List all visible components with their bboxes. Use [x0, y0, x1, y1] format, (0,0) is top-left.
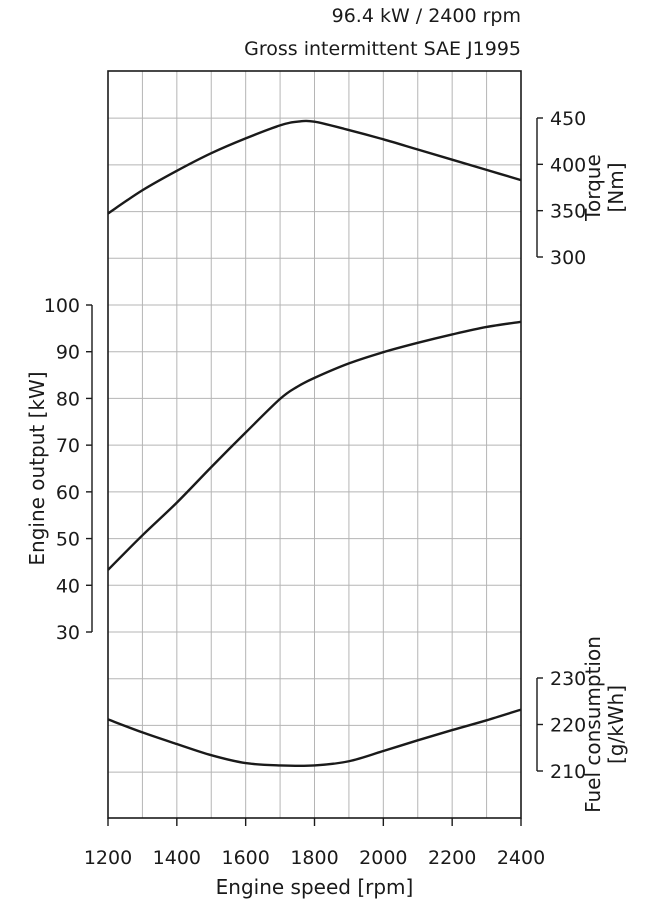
x-axis-label: Engine speed [rpm] — [216, 875, 414, 899]
x-tick-label: 1400 — [153, 847, 201, 869]
series-line-torque — [107, 119, 522, 215]
x-axis: 1200 1400 1600 1800 2000 2200 2400 Engine speed… — [84, 818, 545, 899]
y-axis-label-fuel: Fuel consumption — [581, 636, 605, 813]
x-tick-label: 2400 — [497, 847, 545, 869]
y-tick-label-torque: 400 — [550, 154, 586, 176]
x-tick-label: 1200 — [84, 847, 132, 869]
y-tick-label-fuel: 230 — [550, 668, 586, 690]
x-tick-label: 1600 — [221, 847, 269, 869]
y-tick-label-power: 30 — [56, 622, 80, 644]
y-tick-label-fuel: 220 — [550, 715, 586, 737]
gridlines — [108, 71, 521, 818]
series-line-power — [107, 320, 522, 571]
y-axis-label-torque: Torque — [581, 154, 605, 222]
y-tick-label-torque: 350 — [550, 201, 586, 223]
y-axis-label-fuel: [g/kWh] — [604, 685, 628, 764]
series-line-fuel — [107, 708, 522, 768]
x-tick-label: 1800 — [290, 847, 338, 869]
y-tick-label-power: 40 — [56, 575, 80, 597]
y-tick-label-power: 60 — [56, 482, 80, 504]
y-tick-label-power: 100 — [44, 295, 80, 317]
chart-rating-text: 96.4 kW / 2400 rpm — [331, 5, 521, 27]
y-axis-power: 30 40 50 60 70 80 90 100 Engine output [kW] — [25, 295, 93, 644]
y-axis-torque: 300 350 400 450 Torque [Nm] — [536, 108, 628, 269]
y-tick-label-power: 50 — [56, 529, 80, 551]
chart-standard-text: Gross intermittent SAE J1995 — [244, 38, 521, 60]
y-tick-label-fuel: 210 — [550, 761, 586, 783]
x-tick-label: 2200 — [428, 847, 476, 869]
y-axis-label-power: Engine output [kW] — [25, 371, 49, 565]
x-tick-label: 2000 — [359, 847, 407, 869]
y-tick-label-power: 90 — [56, 342, 80, 364]
y-tick-label-torque: 450 — [550, 108, 586, 130]
y-tick-label-power: 70 — [56, 435, 80, 457]
y-tick-label-torque: 300 — [550, 247, 586, 269]
y-axis-label-torque: [Nm] — [604, 162, 628, 212]
y-tick-label-power: 80 — [56, 388, 80, 410]
